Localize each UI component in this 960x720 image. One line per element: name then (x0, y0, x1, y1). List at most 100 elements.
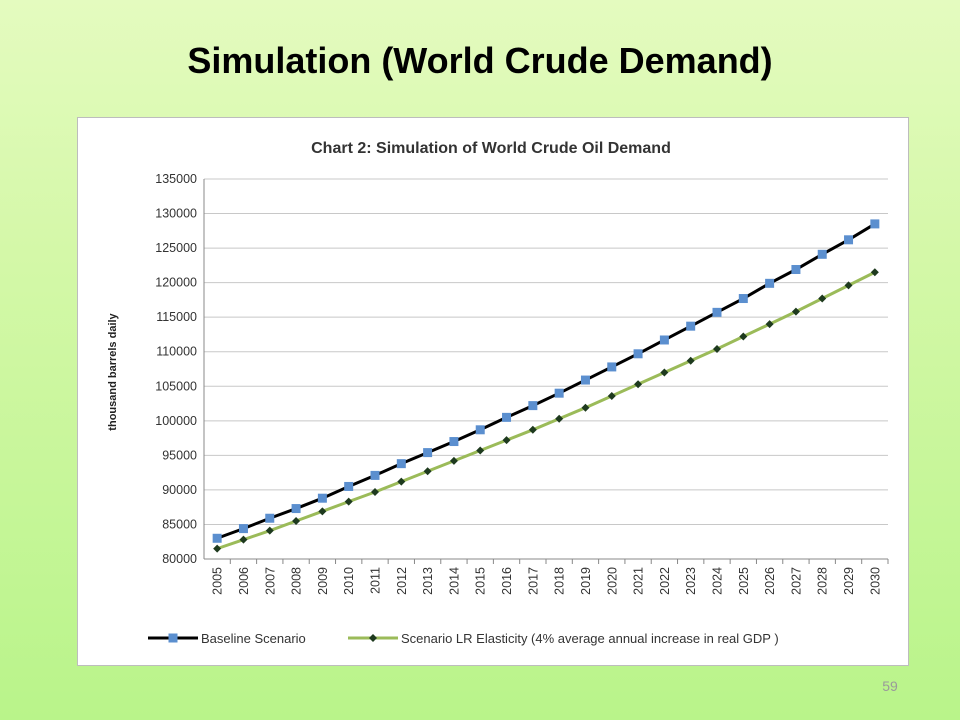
data-point (475, 425, 485, 435)
data-point (397, 477, 406, 486)
legend-label: Baseline Scenario (201, 631, 306, 646)
y-axis-label: thousand barrels daily (107, 312, 119, 430)
data-point (555, 414, 564, 423)
data-point (660, 368, 669, 377)
data-point (818, 294, 827, 303)
data-point (633, 349, 643, 359)
data-point (817, 249, 827, 259)
x-tick-label: 2027 (789, 567, 803, 595)
data-point (713, 344, 721, 353)
series-layer (212, 219, 880, 553)
data-point (238, 524, 248, 534)
data-point (844, 281, 853, 290)
data-point (213, 544, 222, 553)
y-tick-label: 135000 (155, 172, 197, 186)
series-baseline-scenario (212, 219, 880, 543)
data-point (318, 507, 327, 516)
data-point (344, 497, 353, 506)
slide-title: Simulation (World Crude Demand) (187, 40, 773, 81)
x-tick-label: 2023 (684, 567, 698, 595)
x-tick-label: 2019 (579, 567, 593, 595)
data-point (739, 332, 748, 341)
data-point (212, 533, 222, 543)
legend-item-scenario-lr-elasticity: Scenario LR Elasticity (4% average annua… (348, 631, 779, 646)
y-tick-label: 110000 (156, 345, 197, 359)
data-point (317, 493, 327, 503)
data-point (765, 278, 775, 288)
x-tick-label: 2029 (842, 567, 856, 595)
data-point (607, 362, 617, 372)
data-point (449, 437, 459, 447)
data-point (265, 513, 275, 523)
x-tick-label: 2007 (263, 567, 277, 595)
data-point (686, 321, 696, 331)
x-tick-label: 2017 (526, 567, 540, 595)
data-point (371, 487, 379, 496)
data-point (449, 456, 458, 465)
data-point (528, 401, 538, 411)
data-point (870, 268, 879, 277)
data-point (528, 425, 537, 434)
data-point (738, 294, 748, 304)
data-point (423, 448, 433, 458)
data-point (423, 467, 432, 476)
x-tick-label: 2025 (737, 567, 751, 595)
x-tick-label: 2016 (500, 567, 514, 595)
x-tick-label: 2005 (211, 567, 225, 595)
data-point (581, 403, 590, 412)
data-point (239, 535, 248, 544)
data-point (370, 470, 380, 480)
y-tick-label: 105000 (155, 379, 197, 393)
x-tick-label: 2008 (290, 567, 304, 595)
x-tick-label: 2026 (763, 567, 777, 595)
data-point (634, 380, 643, 389)
x-tick-label: 2010 (342, 567, 356, 595)
y-tick-label: 125000 (155, 241, 197, 255)
data-point (291, 504, 301, 514)
x-tick-label: 2011 (369, 567, 383, 594)
legend-marker (168, 633, 178, 643)
series-line (216, 222, 876, 540)
y-tick-label: 100000 (155, 414, 197, 428)
data-point (659, 335, 669, 345)
data-point (265, 526, 274, 535)
page-number: 59 (882, 678, 898, 694)
x-tick-label: 2018 (553, 567, 567, 595)
y-tick-label: 85000 (162, 517, 197, 531)
y-tick-label: 120000 (155, 276, 197, 290)
y-tick-label: 130000 (155, 207, 197, 221)
data-point (396, 459, 406, 469)
legend-item-baseline-scenario: Baseline Scenario (148, 631, 306, 646)
legend-label: Scenario LR Elasticity (4% average annua… (401, 631, 779, 646)
x-tick-label: 2009 (316, 567, 330, 595)
chart: Chart 2: Simulation of World Crude Oil D… (107, 140, 889, 646)
data-point (712, 307, 722, 317)
legend: Baseline Scenario Scenario LR Elasticity … (148, 631, 779, 646)
y-tick-label: 95000 (162, 448, 197, 462)
data-point (686, 356, 695, 365)
data-point (502, 412, 512, 422)
data-point (791, 307, 800, 316)
x-tick-label: 2021 (632, 567, 646, 595)
chart-frame: Chart 2: Simulation of World Crude Oil D… (77, 117, 909, 666)
data-point (502, 436, 511, 445)
data-point (870, 219, 880, 229)
x-tick-label: 2022 (658, 567, 672, 595)
y-tick-label: 115000 (156, 310, 197, 324)
data-point (607, 391, 616, 400)
x-tick-label: 2024 (711, 567, 725, 595)
data-point (844, 235, 854, 245)
x-tick-label: 2015 (474, 567, 488, 595)
x-tick-label: 2030 (868, 567, 882, 595)
series-scenario-lr-elasticity (213, 268, 879, 553)
y-tick-label: 80000 (162, 552, 197, 566)
grid-lines (204, 178, 888, 560)
y-tick-label: 90000 (162, 483, 197, 497)
series-line (216, 270, 876, 551)
data-point (765, 320, 774, 329)
x-tick-label: 2012 (395, 567, 409, 595)
legend-marker (369, 634, 377, 642)
x-tick-label: 2013 (421, 567, 435, 595)
data-point (344, 481, 354, 491)
x-tick-label: 2020 (605, 567, 619, 595)
